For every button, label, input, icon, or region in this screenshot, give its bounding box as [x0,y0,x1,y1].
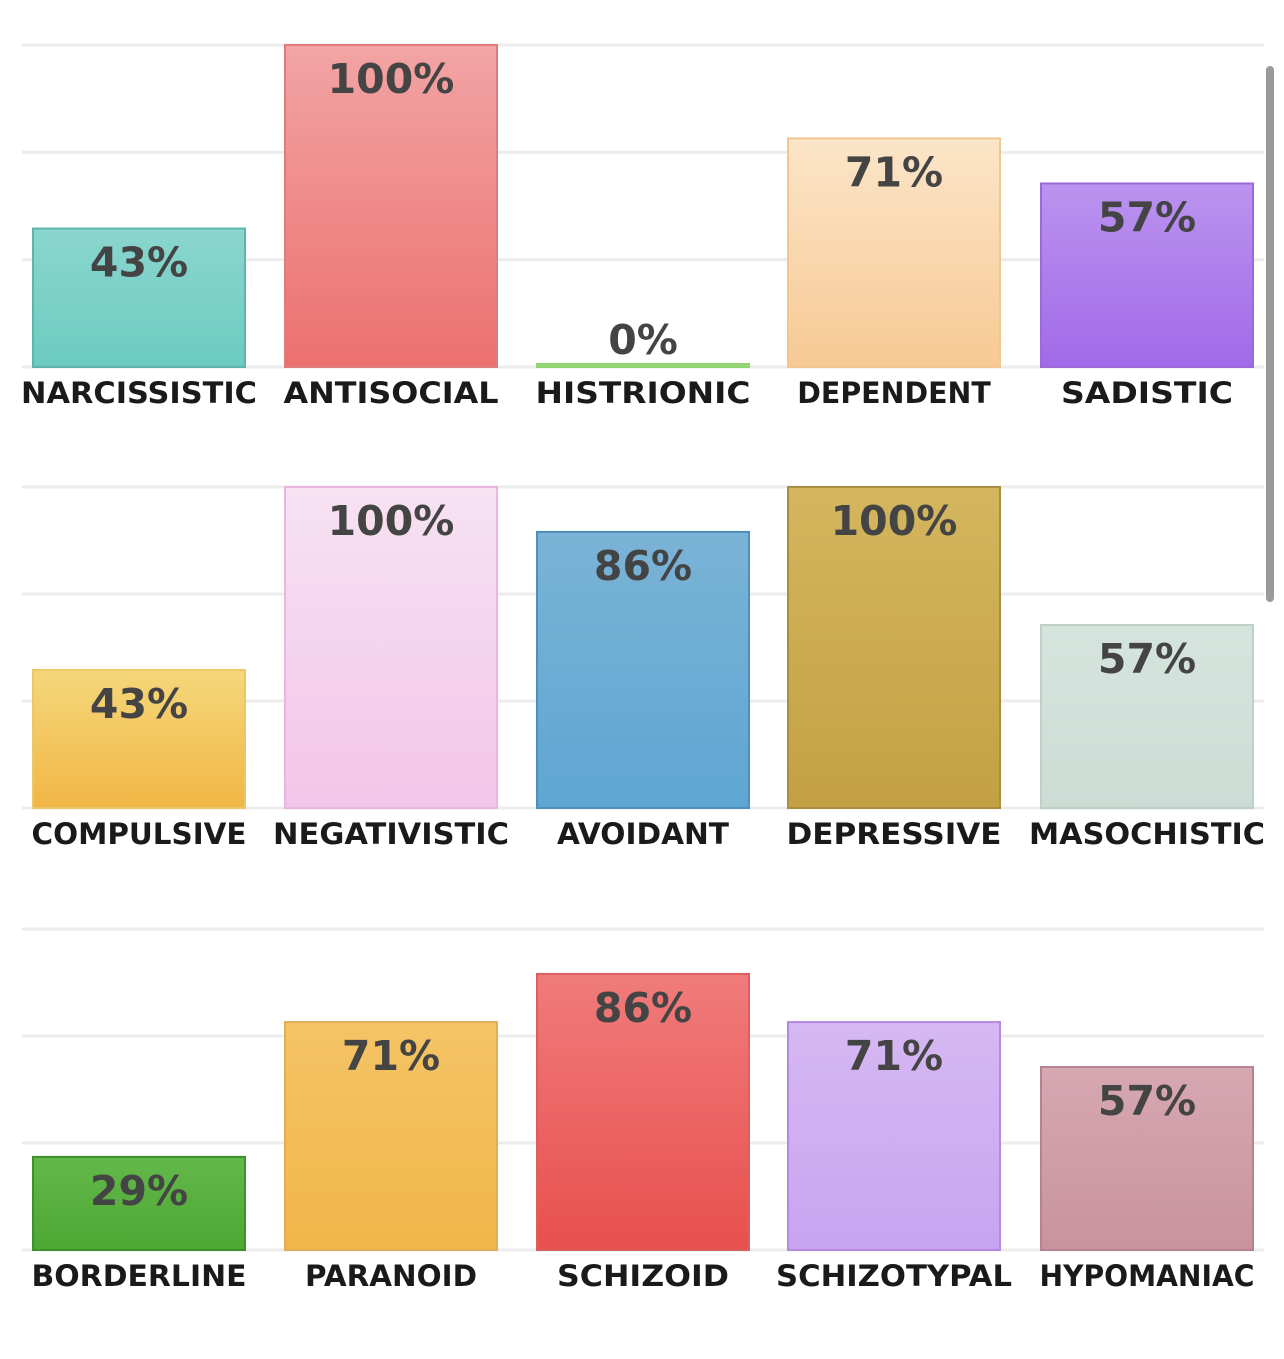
value-label-schizotypal: 71% [845,1032,943,1080]
value-label-masochistic: 57% [1098,635,1196,683]
value-label-borderline: 29% [90,1167,188,1215]
bar-narcissistic[interactable] [32,227,246,368]
category-label-borderline: BORDERLINE [32,1259,247,1293]
value-label-depressive: 100% [831,497,958,545]
category-label-dependent: DEPENDENT [797,376,991,410]
value-label-compulsive: 43% [90,680,188,728]
chart-panel-1: 43% NARCISSISTIC 100% ANTISOCIAL 0% HISTRIONI… [21,43,1264,410]
bar-avoidant[interactable] [536,530,750,809]
category-label-hypomaniac: HYPOMANIAC [1040,1259,1255,1293]
category-label-paranoid: PARANOID [305,1259,477,1293]
category-label-avoidant: AVOIDANT [557,817,729,851]
bar-antisocial[interactable] [284,44,498,368]
category-label-depressive: DEPRESSIVE [787,817,1002,851]
category-label-antisocial: ANTISOCIAL [284,376,499,410]
category-label-narcissistic: NARCISSISTIC [21,376,257,410]
bar-borderline[interactable] [32,1155,246,1252]
bar-depressive[interactable] [787,486,1001,809]
bar-schizoid[interactable] [536,972,750,1251]
value-label-schizoid: 86% [594,984,692,1032]
bar-sadistic[interactable] [1040,182,1254,368]
bar-negativistic[interactable] [284,486,498,809]
bar-paranoid[interactable] [284,1021,498,1252]
bar-histrionic[interactable] [536,363,750,368]
chart-panel-2: 43% COMPULSIVE 100% NEGATIVISTIC 86% AVOIDANT… [22,485,1265,851]
bar-compulsive[interactable] [32,668,246,809]
vertical-scrollbar[interactable] [1266,66,1274,602]
value-label-histrionic: 0% [608,316,678,364]
bar-hypomaniac[interactable] [1040,1066,1254,1252]
bar-schizotypal[interactable] [787,1021,1001,1252]
value-label-hypomaniac: 57% [1098,1077,1196,1125]
value-label-dependent: 71% [845,148,943,196]
category-label-histrionic: HISTRIONIC [536,376,751,410]
category-label-masochistic: MASOCHISTIC [1029,817,1265,851]
chart-panel-3: 29% BORDERLINE 71% PARANOID 86% SCHIZOID 71% SC… [22,927,1264,1293]
category-label-compulsive: COMPULSIVE [32,817,247,851]
value-label-negativistic: 100% [328,497,455,545]
value-label-avoidant: 86% [594,542,692,590]
category-label-schizoid: SCHIZOID [557,1259,729,1293]
value-label-paranoid: 71% [342,1032,440,1080]
value-label-sadistic: 57% [1098,193,1196,241]
value-label-antisocial: 100% [328,55,455,103]
category-label-schizotypal: SCHIZOTYPAL [776,1259,1012,1293]
category-label-negativistic: NEGATIVISTIC [273,817,509,851]
bar-masochistic[interactable] [1040,624,1254,810]
bar-dependent[interactable] [787,137,1001,368]
value-label-narcissistic: 43% [90,239,188,287]
category-label-sadistic: SADISTIC [1061,376,1233,410]
